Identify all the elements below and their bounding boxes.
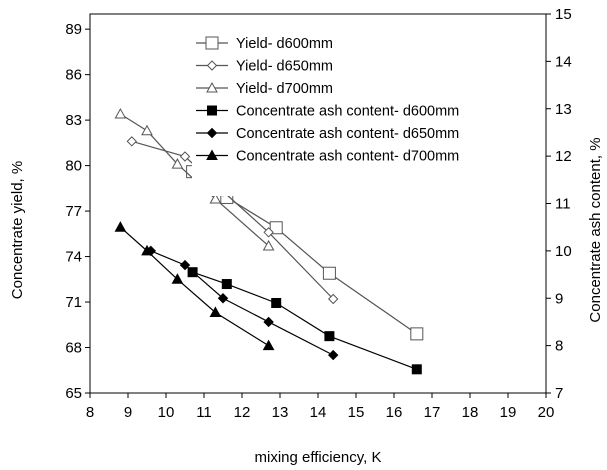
y-right-tick-label: 11	[555, 196, 571, 213]
legend-marker	[206, 127, 218, 139]
x-tick-label: 8	[86, 404, 94, 421]
data-point	[327, 293, 339, 305]
data-point	[271, 297, 282, 308]
x-tick-label: 16	[386, 404, 403, 421]
y-left-tick-label: 74	[65, 249, 82, 266]
x-tick-label: 17	[424, 404, 441, 421]
data-point	[217, 293, 229, 304]
legend-item: Concentrate ash content- d600mm	[196, 104, 459, 120]
data-point	[322, 266, 336, 280]
x-tick-label: 15	[348, 404, 365, 421]
data-point	[171, 273, 184, 284]
y-left-tick-label: 86	[65, 67, 82, 84]
y-right-tick-label: 10	[555, 243, 572, 260]
legend-item: Yield- d600mm	[196, 36, 333, 52]
data-point	[126, 136, 138, 147]
y-left-tick-label: 71	[65, 294, 82, 311]
x-tick-label: 12	[234, 404, 251, 421]
legend-item: Concentrate ash content- d650mm	[196, 126, 459, 142]
legend-marker	[206, 149, 218, 160]
x-tick-label: 20	[538, 404, 555, 421]
data-point	[221, 279, 232, 290]
series-5	[145, 245, 339, 361]
x-tick-label: 11	[196, 404, 212, 421]
data-point	[327, 349, 339, 361]
legend-marker	[207, 105, 217, 116]
legend-label: Concentrate ash content- d600mm	[236, 104, 459, 120]
y-right-tick-label: 12	[555, 148, 572, 165]
legend-item: Concentrate ash content- d700mm	[196, 149, 459, 165]
axes: 8 9 10 11 12 13 14 15 16 17 18 19 206568717477808386…	[65, 6, 571, 421]
data-point	[262, 239, 275, 251]
data-point	[114, 108, 127, 119]
series-6	[114, 221, 275, 351]
data-point	[141, 124, 153, 136]
legend-box	[192, 30, 524, 196]
y-left-tick-label: 89	[65, 21, 82, 38]
legend-label: Yield- d700mm	[236, 81, 333, 97]
y-right-tick-label: 15	[555, 6, 572, 23]
y-left-tick-label: 83	[65, 112, 82, 129]
data-point	[179, 151, 191, 162]
y-right-tick-label: 13	[555, 101, 572, 118]
y-axis-title-left: Concentrate yield, %	[9, 161, 26, 299]
data-point	[141, 244, 153, 256]
series-line	[120, 226, 269, 347]
x-tick-label: 18	[462, 404, 479, 421]
y-right-tick-label: 9	[555, 290, 563, 307]
legend-label: Yield- d650mm	[236, 59, 333, 75]
legend-label: Concentrate ash content- d700mm	[236, 149, 459, 165]
y-right-tick-label: 14	[555, 53, 572, 70]
legend-item: Yield- d650mm	[196, 59, 333, 75]
y-right-tick-label: 7	[555, 385, 563, 402]
data-point	[324, 331, 335, 342]
x-tick-label: 10	[158, 404, 175, 421]
x-tick-label: 13	[272, 404, 289, 421]
data-point	[263, 316, 274, 328]
x-axis-title: mixing efficiency, K	[255, 449, 382, 466]
data-point	[410, 327, 424, 341]
data-point	[209, 306, 222, 317]
x-tick-label: 19	[500, 404, 517, 421]
data-point	[411, 364, 422, 375]
series-3	[114, 108, 275, 251]
data-point	[179, 259, 191, 271]
legend: Yield- d600mm Yield- d650mm Yield- d700mm C…	[192, 30, 524, 196]
legend-label: Yield- d600mm	[236, 36, 333, 52]
y-left-tick-label: 68	[65, 340, 82, 357]
y-left-tick-label: 80	[65, 158, 82, 175]
series-4	[187, 267, 422, 375]
data-point	[262, 339, 275, 351]
legend-marker	[205, 36, 219, 50]
plot-area	[114, 108, 424, 375]
y-left-tick-label: 77	[65, 203, 82, 220]
legend-label: Concentrate ash content- d650mm	[236, 126, 459, 142]
series-line	[150, 250, 334, 356]
x-tick-label: 9	[124, 404, 132, 421]
y-right-tick-label: 8	[555, 338, 563, 355]
data-point	[171, 158, 184, 169]
legend-marker	[206, 81, 218, 93]
data-point	[209, 192, 222, 204]
legend-item: Yield- d700mm	[196, 81, 333, 97]
y-axis-title-right: Concentrate ash content, %	[587, 137, 604, 322]
x-tick-label: 14	[310, 404, 327, 421]
data-point	[114, 221, 127, 232]
data-point	[263, 227, 274, 238]
data-point	[269, 221, 283, 235]
y-left-tick-label: 65	[65, 385, 82, 402]
legend-marker	[206, 60, 218, 71]
